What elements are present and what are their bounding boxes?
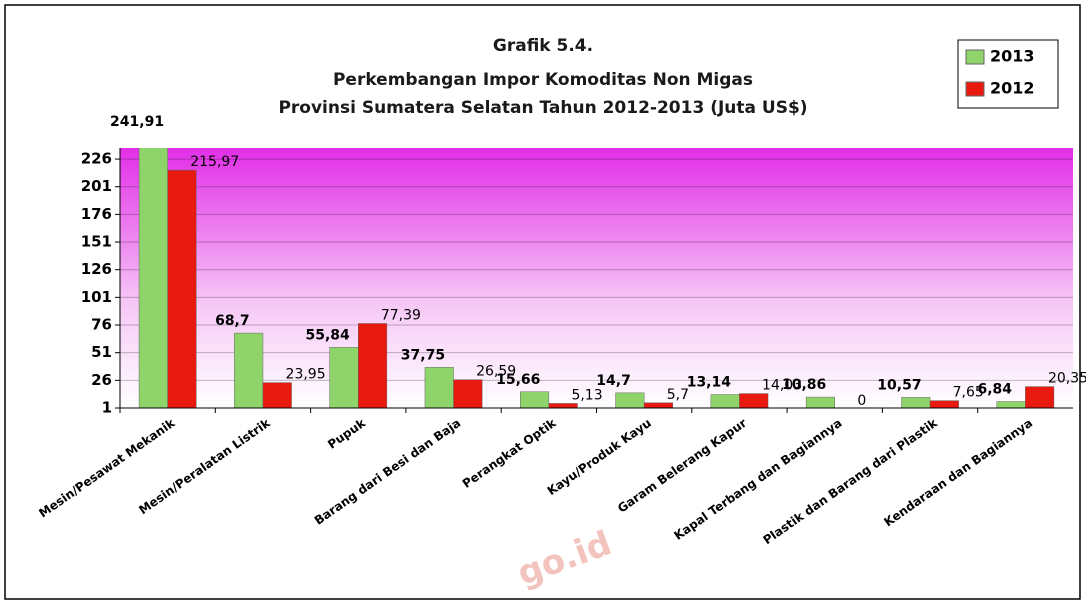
- bar: [454, 380, 483, 408]
- data-label: 215,97: [190, 154, 239, 170]
- bar: [520, 392, 549, 408]
- legend-swatch: [966, 82, 984, 96]
- bar: [901, 397, 930, 408]
- y-tick-label: 76: [91, 316, 112, 334]
- data-label: 5,7: [667, 387, 689, 403]
- data-label: 37,75: [401, 347, 445, 363]
- y-tick-label: 126: [81, 260, 112, 278]
- data-label: 55,84: [306, 327, 351, 343]
- data-label: 15,66: [496, 372, 540, 388]
- y-tick-label: 101: [81, 288, 112, 306]
- chart-title: Grafik 5.4.: [493, 36, 593, 56]
- chart-title: Provinsi Sumatera Selatan Tahun 2012-201…: [278, 98, 807, 118]
- bar: [234, 333, 263, 408]
- bar: [358, 323, 387, 408]
- bar: [806, 397, 835, 408]
- bar: [168, 170, 197, 408]
- data-label: 0: [857, 393, 866, 409]
- y-tick-label: 176: [81, 205, 112, 223]
- data-label: 13,14: [687, 375, 732, 391]
- bar: [739, 394, 768, 408]
- legend-label: 2013: [990, 47, 1035, 66]
- data-label: 20,35: [1048, 371, 1086, 387]
- data-label: 6,84: [977, 382, 1012, 398]
- bar: [425, 367, 454, 408]
- bar: [139, 141, 168, 408]
- y-tick-label: 26: [91, 371, 112, 389]
- data-label: 14,7: [596, 373, 631, 389]
- y-tick-label: 201: [81, 177, 112, 195]
- legend-label: 2012: [990, 79, 1035, 98]
- bar: [1025, 387, 1054, 408]
- y-tick-label: 51: [91, 343, 112, 361]
- chart-title: Perkembangan Impor Komoditas Non Migas: [333, 70, 753, 90]
- y-tick-label: 1: [102, 399, 112, 417]
- data-label: 10,86: [782, 377, 826, 393]
- legend-swatch: [966, 50, 984, 64]
- bar: [644, 403, 673, 408]
- y-tick-label: 151: [81, 233, 112, 251]
- bar: [616, 393, 645, 408]
- data-label: 5,13: [571, 387, 602, 403]
- bar: [330, 347, 359, 408]
- data-label: 77,39: [381, 307, 421, 323]
- data-label: 23,95: [286, 367, 326, 383]
- chart: Grafik 5.4. Perkembangan Impor Komoditas…: [0, 0, 1086, 603]
- bar: [549, 403, 578, 408]
- data-label: 68,7: [215, 313, 250, 329]
- bar: [930, 401, 959, 408]
- data-label: 241,91: [110, 114, 164, 130]
- bar: [997, 402, 1026, 408]
- data-label: 10,57: [877, 377, 921, 393]
- bar: [263, 383, 292, 408]
- y-tick-label: 226: [81, 150, 112, 168]
- bar: [711, 395, 740, 408]
